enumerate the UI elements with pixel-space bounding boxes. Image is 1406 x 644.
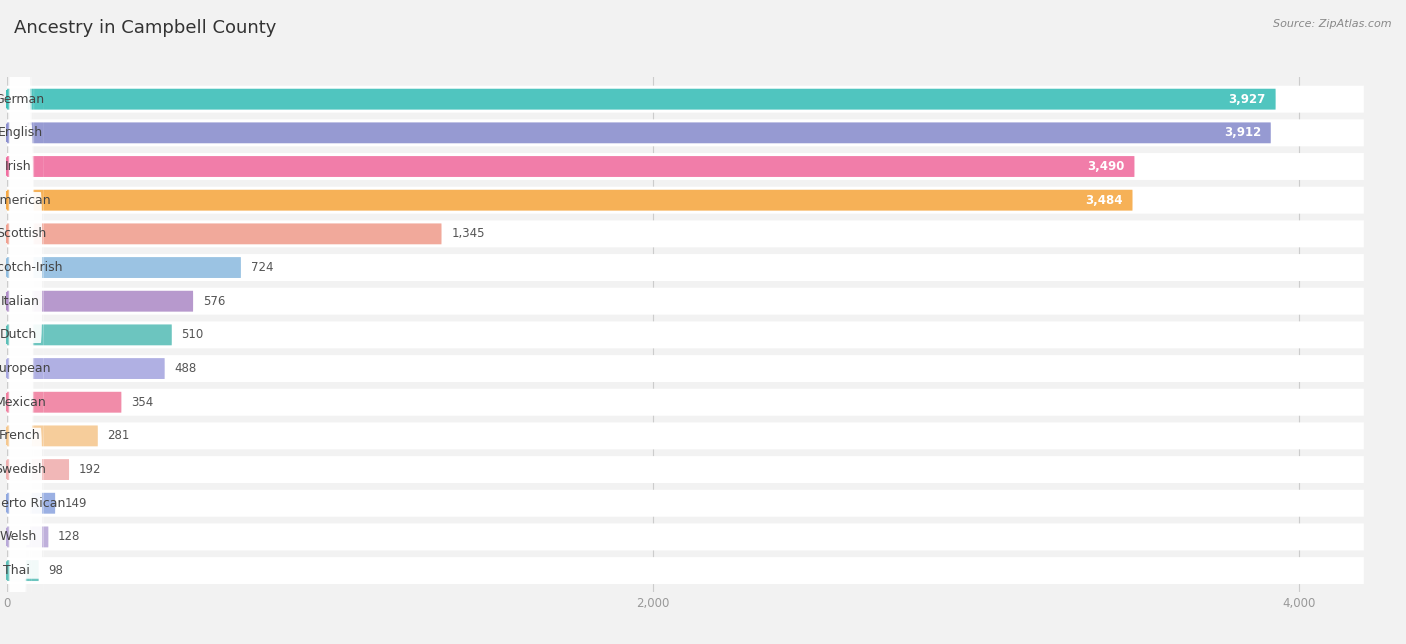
FancyBboxPatch shape	[8, 73, 44, 462]
FancyBboxPatch shape	[7, 86, 1364, 113]
Text: Dutch: Dutch	[0, 328, 37, 341]
FancyBboxPatch shape	[7, 190, 1132, 211]
FancyBboxPatch shape	[7, 223, 441, 244]
FancyBboxPatch shape	[7, 122, 1271, 143]
Text: Thai: Thai	[3, 564, 31, 577]
FancyBboxPatch shape	[7, 389, 1364, 415]
FancyBboxPatch shape	[8, 0, 30, 293]
Text: Scottish: Scottish	[0, 227, 46, 240]
FancyBboxPatch shape	[7, 490, 1364, 516]
FancyBboxPatch shape	[7, 220, 1364, 247]
Text: Welsh: Welsh	[0, 531, 37, 544]
FancyBboxPatch shape	[7, 557, 1364, 584]
Text: Ancestry in Campbell County: Ancestry in Campbell County	[14, 19, 277, 37]
FancyBboxPatch shape	[7, 493, 55, 514]
FancyBboxPatch shape	[8, 208, 32, 596]
FancyBboxPatch shape	[7, 426, 98, 446]
FancyBboxPatch shape	[7, 156, 1135, 177]
Text: 3,927: 3,927	[1229, 93, 1265, 106]
FancyBboxPatch shape	[7, 392, 121, 413]
FancyBboxPatch shape	[7, 187, 1364, 214]
FancyBboxPatch shape	[7, 291, 193, 312]
Text: 128: 128	[58, 531, 80, 544]
FancyBboxPatch shape	[8, 108, 32, 495]
Text: 3,484: 3,484	[1085, 194, 1123, 207]
FancyBboxPatch shape	[8, 309, 44, 644]
FancyBboxPatch shape	[7, 254, 1364, 281]
FancyBboxPatch shape	[7, 355, 1364, 382]
FancyBboxPatch shape	[8, 40, 34, 428]
FancyBboxPatch shape	[8, 276, 32, 644]
FancyBboxPatch shape	[8, 242, 30, 630]
FancyBboxPatch shape	[8, 141, 27, 529]
FancyBboxPatch shape	[8, 175, 34, 562]
Text: Puerto Rican: Puerto Rican	[0, 497, 66, 510]
Text: 724: 724	[250, 261, 273, 274]
Text: Italian: Italian	[1, 295, 39, 308]
Text: 3,912: 3,912	[1223, 126, 1261, 139]
FancyBboxPatch shape	[8, 6, 34, 394]
Text: English: English	[0, 126, 44, 139]
FancyBboxPatch shape	[7, 524, 1364, 551]
FancyBboxPatch shape	[7, 358, 165, 379]
FancyBboxPatch shape	[7, 89, 1275, 109]
Text: 354: 354	[131, 395, 153, 409]
Text: German: German	[0, 93, 44, 106]
FancyBboxPatch shape	[7, 456, 1364, 483]
FancyBboxPatch shape	[8, 343, 27, 644]
Text: 576: 576	[202, 295, 225, 308]
FancyBboxPatch shape	[8, 0, 32, 327]
FancyBboxPatch shape	[7, 422, 1364, 450]
FancyBboxPatch shape	[7, 459, 69, 480]
Text: Source: ZipAtlas.com: Source: ZipAtlas.com	[1274, 19, 1392, 30]
Text: 3,490: 3,490	[1087, 160, 1125, 173]
FancyBboxPatch shape	[7, 321, 1364, 348]
Text: American: American	[0, 194, 51, 207]
Text: French: French	[0, 430, 39, 442]
FancyBboxPatch shape	[8, 377, 25, 644]
Text: Swedish: Swedish	[0, 463, 46, 476]
Text: 281: 281	[107, 430, 129, 442]
FancyBboxPatch shape	[7, 527, 48, 547]
Text: 510: 510	[181, 328, 204, 341]
Text: 149: 149	[65, 497, 87, 510]
Text: 488: 488	[174, 362, 197, 375]
Text: 1,345: 1,345	[451, 227, 485, 240]
Text: European: European	[0, 362, 51, 375]
FancyBboxPatch shape	[8, 0, 27, 361]
Text: 98: 98	[48, 564, 63, 577]
FancyBboxPatch shape	[7, 257, 240, 278]
FancyBboxPatch shape	[7, 325, 172, 345]
Text: Irish: Irish	[4, 160, 31, 173]
Text: Mexican: Mexican	[0, 395, 46, 409]
Text: Scotch-Irish: Scotch-Irish	[0, 261, 63, 274]
Text: 192: 192	[79, 463, 101, 476]
FancyBboxPatch shape	[7, 288, 1364, 315]
FancyBboxPatch shape	[7, 153, 1364, 180]
FancyBboxPatch shape	[7, 119, 1364, 146]
FancyBboxPatch shape	[7, 560, 39, 581]
